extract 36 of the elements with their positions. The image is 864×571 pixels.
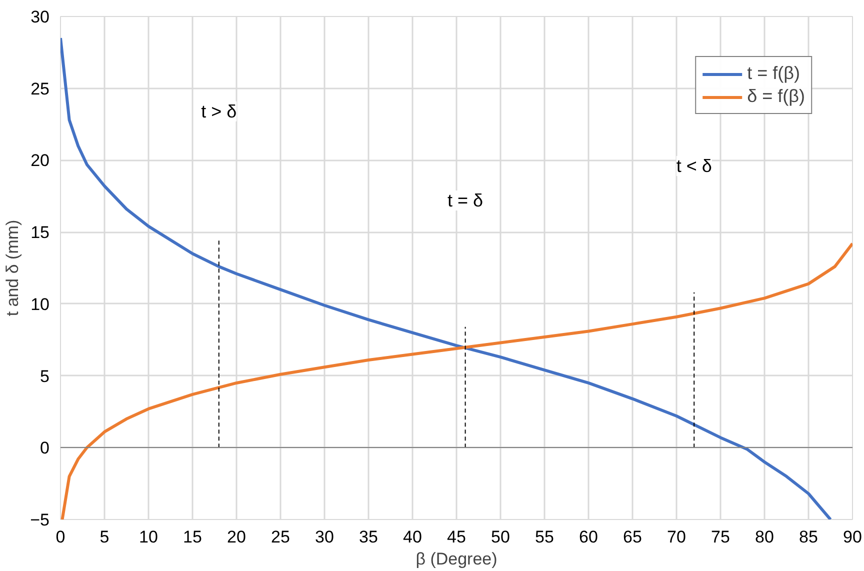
y-tick-label: 5 (40, 366, 50, 386)
x-tick-label: 0 (56, 528, 66, 546)
y-tick-label: 10 (30, 294, 50, 314)
annotation: t < δ (676, 156, 712, 176)
annotation: t = δ (448, 190, 484, 210)
x-tick-label: 20 (227, 528, 246, 546)
x-tick-label: 40 (403, 528, 422, 546)
x-tick-label: 5 (100, 528, 110, 546)
y-tick-label: 0 (40, 438, 50, 458)
x-tick-label: 60 (579, 528, 598, 546)
x-tick-label: 10 (139, 528, 158, 546)
legend-label: t = f(β) (747, 63, 800, 84)
y-axis-title: t and δ (mm) (3, 220, 22, 316)
x-tick-label: 70 (667, 528, 686, 546)
y-tick-label: 20 (30, 151, 50, 170)
x-tick-label: 85 (799, 528, 818, 546)
y-tick-label: 30 (30, 8, 50, 26)
line-series (60, 36, 832, 520)
x-tick-label: 35 (359, 528, 378, 546)
legend-label: δ = f(β) (747, 86, 805, 107)
x-tick-label: 55 (535, 528, 554, 546)
x-tick-label: 30 (315, 528, 334, 546)
annotation: t > δ (201, 101, 237, 122)
line-series (60, 242, 852, 520)
x-tick-label: 90 (843, 528, 862, 546)
x-tick-label: 15 (183, 528, 202, 546)
x-tick-label: 50 (491, 528, 510, 546)
y-tick-label: 15 (30, 223, 50, 242)
x-tick-label: 75 (711, 528, 730, 546)
x-tick-label: 80 (755, 528, 774, 546)
x-tick-label: 25 (271, 528, 290, 546)
y-tick-label: 25 (30, 79, 50, 98)
x-tick-label: 45 (447, 528, 466, 546)
x-axis-title: β (Degree) (416, 550, 498, 568)
x-tick-label: 65 (623, 528, 642, 546)
y-tick-label: −5 (30, 510, 50, 530)
